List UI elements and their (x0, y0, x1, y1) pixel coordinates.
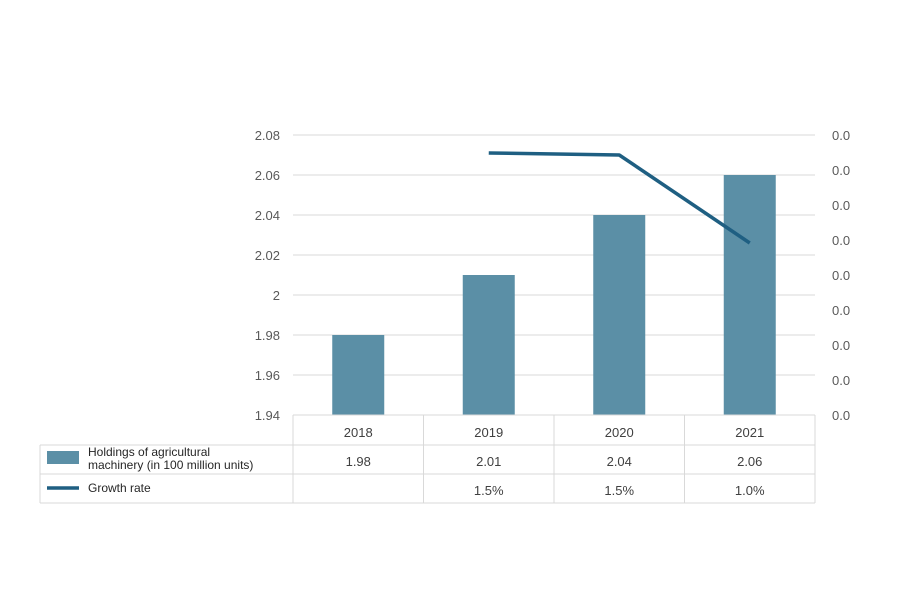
y-left-tick-label: 1.96 (255, 368, 280, 383)
data-label: 2.06 (737, 454, 762, 469)
bar (462, 275, 515, 415)
y-right-tick-label: 0.0 (832, 408, 850, 423)
bar (593, 215, 646, 415)
y-right-tick-label: 0.0 (832, 163, 850, 178)
x-tick-label: 2021 (735, 425, 764, 440)
x-tick-label: 2019 (474, 425, 503, 440)
y-left-tick-label: 1.98 (255, 328, 280, 343)
y-left-tick-label: 2 (273, 288, 280, 303)
y-right-tick-label: 0.0 (832, 303, 850, 318)
legend-label: Holdings of agricultural (88, 445, 210, 459)
legend-label: machinery (in 100 million units) (88, 458, 253, 472)
x-tick-label: 2018 (344, 425, 373, 440)
data-label: 2.04 (607, 454, 632, 469)
data-label: 1.0% (735, 483, 765, 498)
y-left-tick-label: 1.94 (255, 408, 280, 423)
y-right-tick-label: 0.0 (832, 233, 850, 248)
data-label: 2.01 (476, 454, 501, 469)
data-label: 1.98 (346, 454, 371, 469)
y-left-tick-label: 2.06 (255, 168, 280, 183)
legend-label: Growth rate (88, 481, 151, 495)
y-right-tick-label: 0.0 (832, 373, 850, 388)
legend-swatch-bar (47, 451, 79, 464)
x-tick-label: 2020 (605, 425, 634, 440)
y-right-tick-label: 0.0 (832, 338, 850, 353)
data-label: 1.5% (474, 483, 504, 498)
y-left-tick-label: 2.02 (255, 248, 280, 263)
y-right-tick-label: 0.0 (832, 198, 850, 213)
y-left-tick-label: 2.04 (255, 208, 280, 223)
y-right-tick-label: 0.0 (832, 268, 850, 283)
bar (723, 175, 776, 415)
y-left-tick-label: 2.08 (255, 128, 280, 143)
growth-rate-line (488, 151, 751, 245)
data-label: 1.5% (604, 483, 634, 498)
bar (332, 335, 385, 415)
y-right-tick-label: 0.0 (832, 128, 850, 143)
